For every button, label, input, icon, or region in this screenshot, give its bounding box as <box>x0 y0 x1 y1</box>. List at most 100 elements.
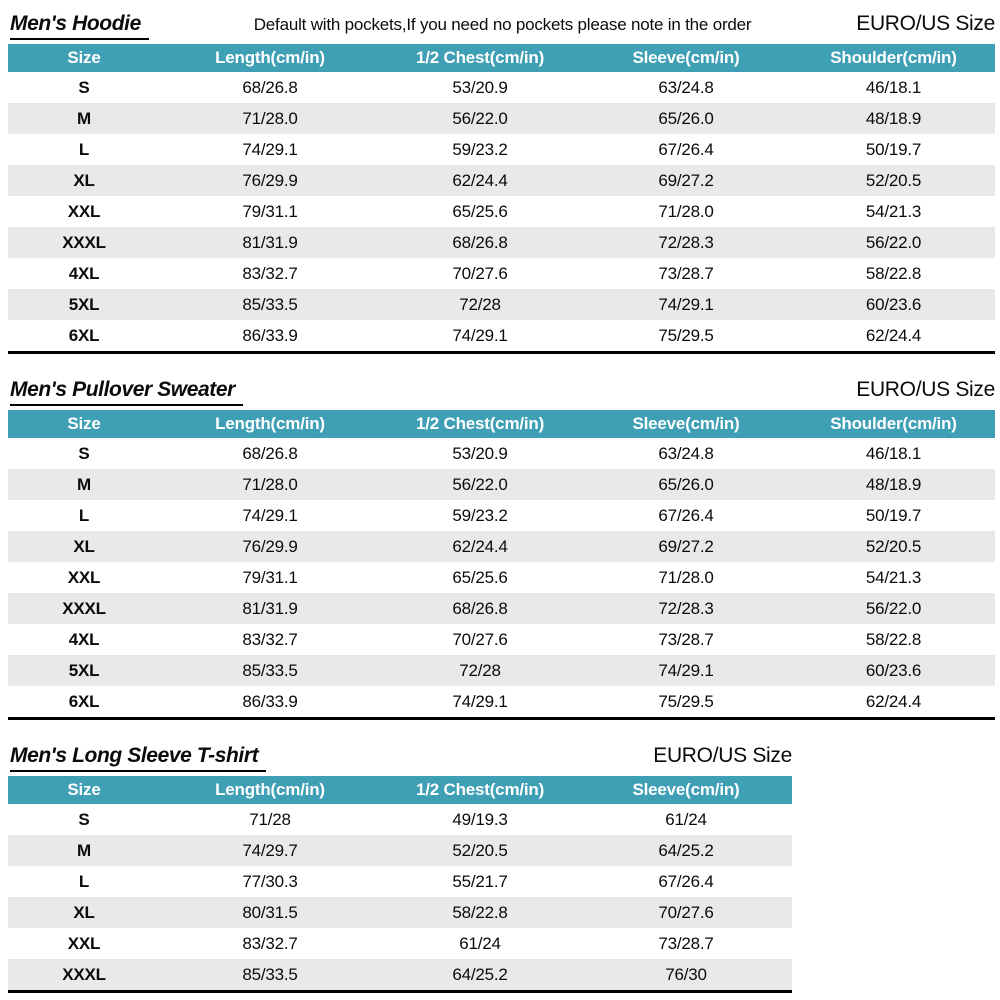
measurement-cell: 79/31.1 <box>242 567 298 587</box>
measurement-cell: 65/26.0 <box>658 474 714 494</box>
table-row: XXL 79/31.1 65/25.6 71/28.0 54/21.3 <box>8 562 995 593</box>
size-cell: M <box>77 840 91 860</box>
size-cell: XXXL <box>62 964 106 984</box>
table-body: S 68/26.8 53/20.9 63/24.8 46/18.1 M 71/28.0 56/… <box>8 72 995 353</box>
measurement-cell: 60/23.6 <box>865 660 922 680</box>
measurement-cell: 77/30.3 <box>242 871 298 891</box>
measurement-cell: 53/20.9 <box>452 443 508 463</box>
measurement-cell: 69/27.2 <box>658 170 714 190</box>
table-row: XL 80/31.5 58/22.8 70/27.6 <box>8 897 792 928</box>
size-cell: L <box>78 139 90 159</box>
hoodie-size-table: Size Length(cm/in) 1/2 Chest(cm/in) Sleeve(… <box>8 44 995 354</box>
section-mens-pullover-sweater: Men's Pullover Sweater EURO/US Size Size… <box>8 377 995 720</box>
measurement-cell: 48/18.9 <box>865 474 922 494</box>
measurement-cell: 50/19.7 <box>865 505 922 525</box>
size-cell: L <box>78 871 90 891</box>
table-row: XL 76/29.9 62/24.4 69/27.2 52/20.5 <box>8 531 995 562</box>
measurement-cell: 59/23.2 <box>452 139 508 159</box>
size-cell: XL <box>73 536 95 556</box>
measurement-cell: 49/19.3 <box>452 809 508 829</box>
measurement-cell: 73/28.7 <box>658 629 714 649</box>
column-header: 1/2 Chest(cm/in) <box>380 410 580 438</box>
measurement-cell: 81/31.9 <box>242 598 298 618</box>
measurement-cell: 56/22.0 <box>452 474 508 494</box>
measurement-cell: 67/26.4 <box>658 871 714 891</box>
measurement-cell: 75/29.5 <box>658 325 714 345</box>
measurement-cell: 76/29.9 <box>242 170 298 190</box>
long-sleeve-tshirt-size-table: Size Length(cm/in) 1/2 Chest(cm/in) Sleeve(… <box>8 776 792 993</box>
measurement-cell: 56/22.0 <box>452 108 508 128</box>
table-row: 6XL 86/33.9 74/29.1 75/29.5 62/24.4 <box>8 320 995 353</box>
section-mens-long-sleeve-tshirt: Men's Long Sleeve T-shirt EURO/US Size S… <box>8 743 792 993</box>
column-header: Size <box>8 776 160 804</box>
column-header: Size <box>8 44 160 72</box>
measurement-cell: 48/18.9 <box>865 108 922 128</box>
section-header: Men's Hoodie Default with pockets,If you… <box>8 11 995 40</box>
measurement-cell: 74/29.7 <box>242 840 298 860</box>
measurement-cell: 86/33.9 <box>242 325 298 345</box>
measurement-cell: 65/25.6 <box>452 567 508 587</box>
table-row: XXXL 85/33.5 64/25.2 76/30 <box>8 959 792 992</box>
measurement-cell: 52/20.5 <box>865 536 922 556</box>
size-cell: 4XL <box>68 629 100 649</box>
measurement-cell: 62/24.4 <box>452 170 508 190</box>
table-row: S 68/26.8 53/20.9 63/24.8 46/18.1 <box>8 72 995 103</box>
measurement-cell: 74/29.1 <box>658 660 714 680</box>
header-row: Size Length(cm/in) 1/2 Chest(cm/in) Sleeve(… <box>8 44 995 72</box>
measurement-cell: 79/31.1 <box>242 201 298 221</box>
measurement-cell: 72/28 <box>459 660 501 680</box>
measurement-cell: 68/26.8 <box>452 232 508 252</box>
measurement-cell: 63/24.8 <box>658 77 714 97</box>
size-cell: 6XL <box>68 325 100 345</box>
measurement-cell: 71/28.0 <box>242 108 298 128</box>
measurement-cell: 46/18.1 <box>865 77 922 97</box>
measurement-cell: 76/29.9 <box>242 536 298 556</box>
measurement-cell: 62/24.4 <box>452 536 508 556</box>
size-cell: XL <box>73 902 95 922</box>
table-row: 4XL 83/32.7 70/27.6 73/28.7 58/22.8 <box>8 258 995 289</box>
table-row: XXL 83/32.7 61/24 73/28.7 <box>8 928 792 959</box>
pullover-sweater-size-table: Size Length(cm/in) 1/2 Chest(cm/in) Sleeve(… <box>8 410 995 720</box>
pockets-note: Default with pockets,If you need no pock… <box>253 15 752 34</box>
size-cell: 5XL <box>68 294 100 314</box>
section-mens-hoodie: Men's Hoodie Default with pockets,If you… <box>8 11 995 354</box>
size-cell: M <box>77 474 91 494</box>
column-header: Length(cm/in) <box>160 44 380 72</box>
measurement-cell: 58/22.8 <box>865 263 922 283</box>
size-cell: S <box>78 77 90 97</box>
product-title: Men's Pullover Sweater <box>10 377 243 406</box>
size-cell: XXL <box>67 567 101 587</box>
column-header: Shoulder(cm/in) <box>792 410 995 438</box>
table-row: 5XL 85/33.5 72/28 74/29.1 60/23.6 <box>8 289 995 320</box>
measurement-cell: 53/20.9 <box>452 77 508 97</box>
measurement-cell: 72/28 <box>459 294 501 314</box>
column-header: Sleeve(cm/in) <box>580 44 792 72</box>
measurement-cell: 65/26.0 <box>658 108 714 128</box>
size-cell: M <box>77 108 91 128</box>
measurement-cell: 52/20.5 <box>865 170 922 190</box>
measurement-cell: 50/19.7 <box>865 139 922 159</box>
size-standard-label: EURO/US Size <box>653 744 792 767</box>
size-standard-label: EURO/US Size <box>856 378 995 401</box>
measurement-cell: 74/29.1 <box>452 691 508 711</box>
measurement-cell: 83/32.7 <box>242 263 298 283</box>
measurement-cell: 74/29.1 <box>242 139 298 159</box>
measurement-cell: 80/31.5 <box>242 902 298 922</box>
measurement-cell: 68/26.8 <box>242 77 298 97</box>
measurement-cell: 62/24.4 <box>865 691 922 711</box>
measurement-cell: 54/21.3 <box>865 567 922 587</box>
measurement-cell: 64/25.2 <box>452 964 508 984</box>
table-row: S 68/26.8 53/20.9 63/24.8 46/18.1 <box>8 438 995 469</box>
measurement-cell: 72/28.3 <box>658 598 714 618</box>
size-standard-label: EURO/US Size <box>856 12 995 35</box>
measurement-cell: 65/25.6 <box>452 201 508 221</box>
measurement-cell: 62/24.4 <box>865 325 922 345</box>
header-row: Size Length(cm/in) 1/2 Chest(cm/in) Sleeve(… <box>8 776 792 804</box>
measurement-cell: 64/25.2 <box>658 840 714 860</box>
measurement-cell: 54/21.3 <box>865 201 922 221</box>
table-row: 4XL 83/32.7 70/27.6 73/28.7 58/22.8 <box>8 624 995 655</box>
measurement-cell: 74/29.1 <box>658 294 714 314</box>
header-row: Size Length(cm/in) 1/2 Chest(cm/in) Sleeve(… <box>8 410 995 438</box>
measurement-cell: 69/27.2 <box>658 536 714 556</box>
product-title: Men's Long Sleeve T-shirt <box>10 743 267 772</box>
